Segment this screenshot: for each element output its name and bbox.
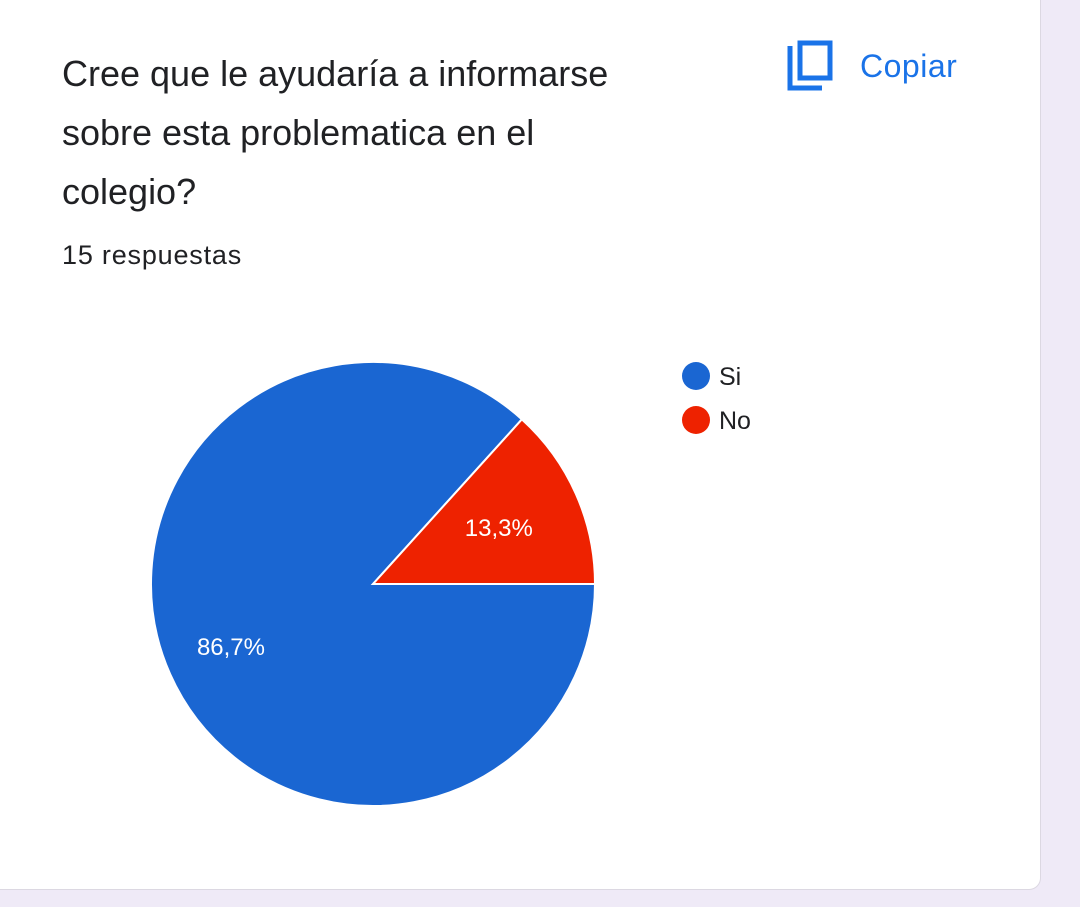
question-title: Cree que le ayudaría a informarse sobre … <box>62 44 742 221</box>
copy-icon <box>787 40 833 91</box>
question-title-line-1: Cree que le ayudaría a informarse <box>62 53 609 94</box>
pie-slices <box>150 361 597 807</box>
copy-button[interactable]: Copiar <box>786 38 957 94</box>
pie-slice-no[interactable] <box>370 417 597 585</box>
legend-swatch-si <box>682 362 710 390</box>
question-title-line-2: sobre esta problematica en el <box>62 112 535 153</box>
legend-swatch-no <box>682 406 710 434</box>
pie-slice-si[interactable] <box>150 361 597 807</box>
pie-slice-labels: 86,7% 13,3% <box>197 515 533 661</box>
legend-label-no: No <box>719 407 751 435</box>
response-count: 15 respuestas <box>62 240 243 270</box>
slice-label-no: 13,3% <box>465 515 533 542</box>
slice-label-si: 86,7% <box>197 634 265 661</box>
question-title-line-3: colegio? <box>62 171 197 212</box>
legend-item-si[interactable]: Si <box>682 362 741 391</box>
legend-label-si: Si <box>719 363 741 391</box>
legend-item-no[interactable]: No <box>682 406 751 435</box>
chart-legend: Si No <box>682 362 751 435</box>
copy-label: Copiar <box>860 47 958 84</box>
